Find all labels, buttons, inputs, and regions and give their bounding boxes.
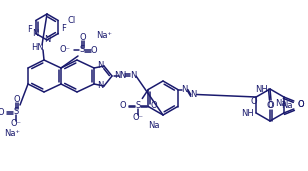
Text: O: O <box>120 102 126 110</box>
Text: N: N <box>33 29 39 38</box>
Text: S: S <box>79 45 85 55</box>
Text: NH: NH <box>241 109 254 117</box>
Text: N: N <box>97 62 103 70</box>
Text: N: N <box>191 90 197 99</box>
Text: S: S <box>13 108 18 116</box>
Text: O⁻: O⁻ <box>10 120 22 128</box>
Text: S: S <box>136 101 141 110</box>
Text: O: O <box>150 102 157 110</box>
Text: O: O <box>268 101 274 109</box>
Text: O⁻: O⁻ <box>59 45 70 55</box>
Text: N: N <box>130 71 136 81</box>
Text: Na: Na <box>275 98 286 108</box>
Text: O: O <box>79 34 86 43</box>
Text: O: O <box>0 108 4 117</box>
Text: O: O <box>298 101 305 109</box>
Text: O: O <box>251 97 257 107</box>
Text: O: O <box>13 95 20 104</box>
Text: NH: NH <box>255 84 268 94</box>
Text: Na: Na <box>281 101 293 109</box>
Text: N: N <box>114 71 120 81</box>
Text: O: O <box>267 102 273 110</box>
Text: Na: Na <box>148 121 160 130</box>
Text: N: N <box>44 36 50 44</box>
Text: Na⁺: Na⁺ <box>96 31 112 41</box>
Text: O: O <box>298 101 305 109</box>
Text: N: N <box>181 85 188 94</box>
Text: N: N <box>119 71 125 81</box>
Text: Na⁺: Na⁺ <box>4 129 20 139</box>
Text: F: F <box>61 24 66 33</box>
Text: F: F <box>27 25 32 34</box>
Text: HN: HN <box>32 43 44 52</box>
Text: O: O <box>91 46 97 55</box>
Text: N: N <box>97 82 103 90</box>
Text: Cl: Cl <box>67 16 75 25</box>
Text: O⁻: O⁻ <box>133 113 144 122</box>
